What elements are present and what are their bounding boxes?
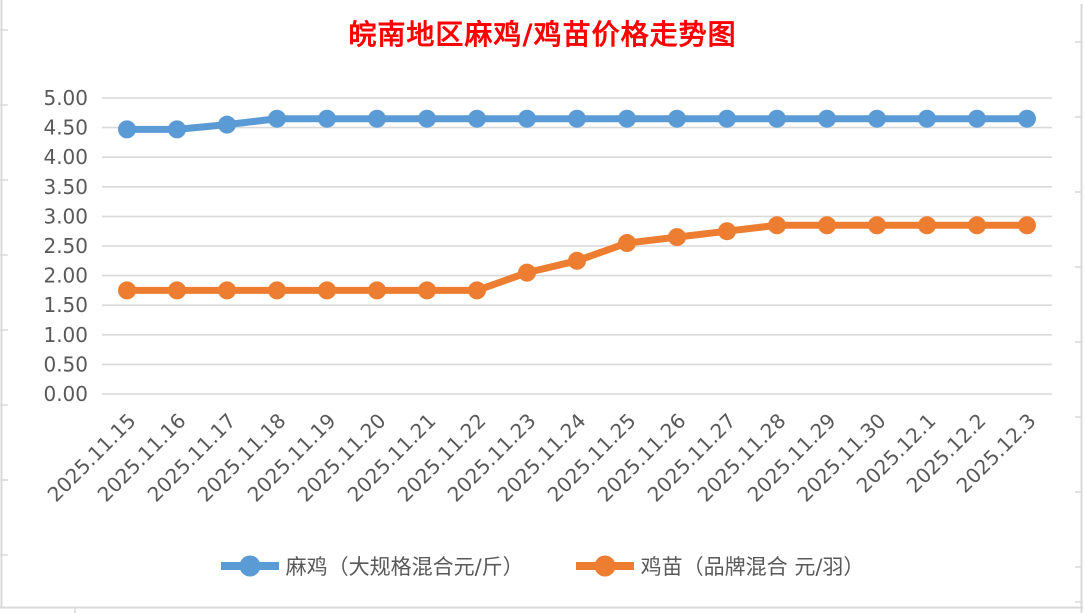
y-axis-tick-label: 4.00 — [43, 145, 88, 169]
data-point-marker — [818, 109, 836, 128]
data-point-marker — [268, 109, 286, 128]
data-point-marker — [318, 109, 336, 128]
data-point-marker — [968, 109, 986, 128]
data-point-marker — [918, 216, 936, 235]
data-point-marker — [568, 251, 586, 270]
data-point-marker — [168, 281, 186, 300]
y-axis-tick-label: 2.00 — [43, 264, 88, 288]
data-point-marker — [768, 109, 786, 128]
data-point-marker — [968, 216, 986, 235]
y-axis-tick-label: 1.00 — [43, 323, 88, 347]
y-axis-tick-label: 0.50 — [43, 352, 88, 376]
data-point-marker — [118, 120, 136, 139]
data-point-marker — [668, 109, 686, 128]
data-point-marker — [368, 281, 386, 300]
data-point-marker — [618, 109, 636, 128]
legend-line-marker-jimiao-icon — [575, 555, 634, 577]
data-point-marker — [868, 109, 886, 128]
data-point-marker — [468, 281, 486, 300]
y-axis-tick-label: 3.50 — [43, 175, 88, 199]
legend-item-jimiao: 鸡苗（品牌混合 元/羽） — [575, 551, 865, 581]
data-point-marker — [868, 216, 886, 235]
data-point-marker — [768, 216, 786, 235]
data-point-marker — [418, 281, 436, 300]
data-point-marker — [568, 109, 586, 128]
legend-label-jimiao: 鸡苗（品牌混合 元/羽） — [640, 555, 865, 579]
y-axis-tick-label: 0.00 — [43, 382, 88, 406]
data-point-marker — [718, 109, 736, 128]
data-point-marker — [518, 109, 536, 128]
data-point-marker — [618, 234, 636, 253]
y-axis-tick-label: 1.50 — [43, 293, 88, 317]
data-point-marker — [218, 281, 236, 300]
data-point-marker — [418, 109, 436, 128]
data-point-marker — [118, 281, 136, 300]
y-axis-tick-label: 5.00 — [43, 86, 88, 110]
legend-line-marker-maji-icon — [220, 555, 279, 577]
data-point-marker — [318, 281, 336, 300]
data-point-marker — [718, 222, 736, 241]
legend-label-maji: 麻鸡（大规格混合元/斤） — [285, 555, 524, 579]
data-point-marker — [668, 228, 686, 247]
chart-title: 皖南地区麻鸡/鸡苗价格走势图 — [348, 18, 737, 51]
legend-item-maji: 麻鸡（大规格混合元/斤） — [220, 551, 524, 581]
data-point-marker — [368, 109, 386, 128]
data-point-marker — [1018, 216, 1036, 235]
data-point-marker — [168, 120, 186, 139]
y-axis-tick-label: 4.50 — [43, 116, 88, 140]
data-point-marker — [1018, 109, 1036, 128]
data-point-marker — [268, 281, 286, 300]
data-point-marker — [818, 216, 836, 235]
data-point-marker — [518, 263, 536, 282]
y-axis-tick-label: 2.50 — [43, 234, 88, 258]
data-point-marker — [468, 109, 486, 128]
y-axis-tick-label: 3.00 — [43, 204, 88, 228]
data-point-marker — [918, 109, 936, 128]
data-point-marker — [218, 115, 236, 134]
chart-legend: 麻鸡（大规格混合元/斤） 鸡苗（品牌混合 元/羽） — [0, 551, 1085, 581]
